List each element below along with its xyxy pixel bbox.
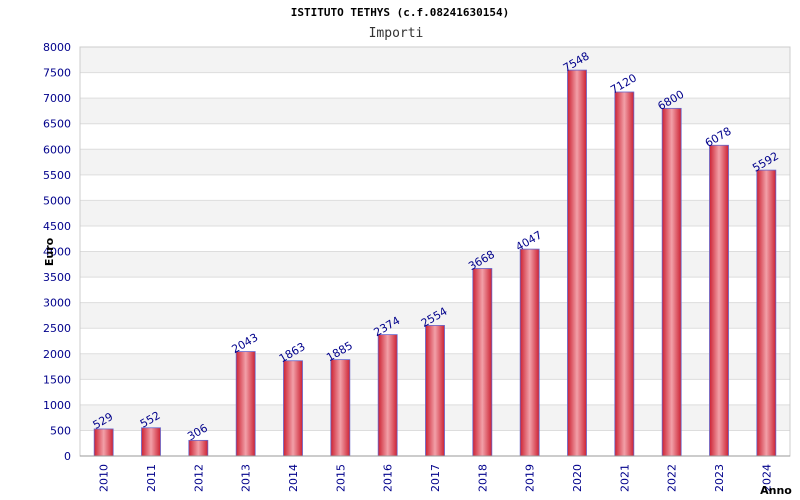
- bar: [330, 359, 351, 457]
- y-tick-label: 1500: [43, 373, 71, 386]
- y-tick-label: 3000: [43, 297, 71, 310]
- chart-subtitle: Importi: [369, 26, 424, 41]
- grid-band: [80, 72, 790, 99]
- y-tick-label: 6500: [43, 118, 71, 131]
- bar: [425, 325, 445, 457]
- bar: [377, 334, 398, 457]
- y-tick-label: 7000: [43, 92, 71, 105]
- bar: [709, 144, 729, 457]
- x-tick-label: 2021: [618, 464, 631, 492]
- x-tick-label: 2023: [713, 464, 726, 492]
- bar: [283, 360, 303, 457]
- chart-title: ISTITUTO TETHYS (c.f.08241630154): [291, 6, 510, 19]
- bar: [472, 268, 493, 457]
- y-tick-label: 5500: [43, 169, 71, 182]
- x-tick-label: 2018: [476, 464, 489, 492]
- bar: [567, 69, 587, 457]
- y-tick-label: 500: [50, 424, 71, 437]
- y-tick-label: 5000: [43, 194, 71, 207]
- y-tick-label: 4000: [43, 246, 71, 259]
- x-tick-label: 2014: [287, 464, 300, 492]
- x-axis-label: Anno: [760, 484, 792, 497]
- grid-band: [80, 98, 790, 124]
- x-tick-label: 2020: [571, 464, 584, 492]
- x-tick-label: 2019: [524, 464, 537, 492]
- y-tick-label: 1000: [43, 399, 71, 412]
- bar: [661, 107, 682, 457]
- y-tick-label: 0: [64, 450, 71, 463]
- grid-band: [80, 149, 790, 175]
- grid-band: [80, 277, 790, 303]
- bar: [614, 91, 635, 457]
- bar: [235, 351, 256, 457]
- grid-band: [80, 200, 790, 226]
- x-tick-label: 2015: [334, 464, 347, 492]
- bar: [93, 428, 114, 457]
- grid-band: [80, 225, 790, 252]
- y-tick-label: 6000: [43, 143, 71, 156]
- grid-band: [80, 47, 790, 73]
- grid-band: [80, 174, 790, 201]
- x-tick-label: 2010: [98, 464, 111, 492]
- x-tick-label: 2022: [666, 464, 679, 492]
- bar: [141, 427, 161, 457]
- grid-band: [80, 251, 790, 278]
- y-tick-label: 7500: [43, 67, 71, 80]
- y-axis-label: Euro: [43, 237, 56, 266]
- plot-area: 0 500 1000 1500 2000 2500 3000 3500 4000 4500 5000…: [43, 41, 791, 492]
- grid-band: [80, 123, 790, 150]
- bar: [519, 248, 540, 457]
- bar: [756, 169, 777, 457]
- y-tick-label: 3500: [43, 271, 71, 284]
- x-tick-label: 2016: [382, 464, 395, 492]
- x-tick-label: 2011: [145, 464, 158, 492]
- y-tick-label: 4500: [43, 220, 71, 233]
- y-tick-label: 2500: [43, 322, 71, 335]
- x-tick-label: 2012: [192, 464, 205, 492]
- x-tick-label: 2013: [240, 464, 253, 492]
- y-tick-label: 8000: [43, 41, 71, 54]
- x-tick-label: 2017: [429, 464, 442, 492]
- y-tick-label: 2000: [43, 348, 71, 361]
- x-tick-label: 2024: [760, 464, 773, 492]
